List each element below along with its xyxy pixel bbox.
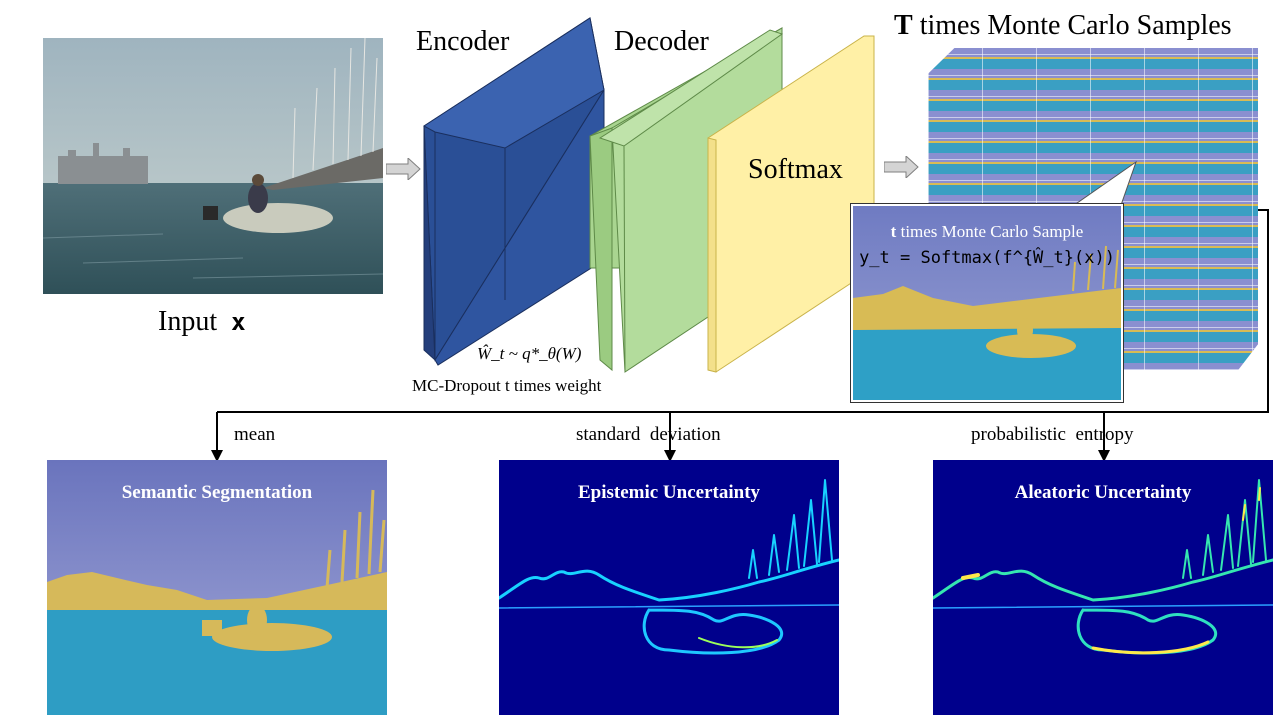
- decoder-label: Decoder: [614, 26, 709, 57]
- input-symbol: x: [231, 308, 246, 336]
- branch-label-entropy: probabilistic entropy: [971, 424, 1134, 445]
- segmentation-title: Semantic Segmentation: [121, 482, 313, 503]
- output-segmentation: Semantic Segmentation: [47, 460, 387, 715]
- network-diagram: [423, 17, 875, 373]
- input-image: [42, 37, 384, 294]
- output-aleatoric: Aleatoric Uncertainty: [931, 460, 1275, 715]
- input-label: Input x: [158, 306, 246, 337]
- output-epistemic: Epistemic Uncertainty: [497, 460, 841, 715]
- callout-formula: y_t = Softmax(f^{Ŵ_t}(x)): [859, 248, 1115, 268]
- weight-formula: Ŵ_t ~ q*_θ(W): [477, 344, 582, 363]
- callout-line1: t times Monte Carlo Sample: [890, 222, 1084, 241]
- samples-title: T times Monte Carlo Samples: [894, 10, 1232, 41]
- weight-caption: MC-Dropout t times weight: [412, 376, 602, 395]
- branch-connectors: [211, 209, 1269, 462]
- aleatoric-title: Aleatoric Uncertainty: [1014, 482, 1192, 503]
- encoder-block: [423, 17, 605, 366]
- branch-label-std: standard deviation: [576, 424, 721, 445]
- epistemic-title: Epistemic Uncertainty: [577, 482, 761, 503]
- softmax-arrow: [884, 156, 919, 178]
- encoder-label: Encoder: [416, 26, 510, 57]
- input-arrow: [386, 158, 421, 180]
- sample-callout: [850, 203, 1124, 403]
- softmax-label: Softmax: [748, 154, 843, 185]
- branch-label-mean: mean: [234, 424, 276, 445]
